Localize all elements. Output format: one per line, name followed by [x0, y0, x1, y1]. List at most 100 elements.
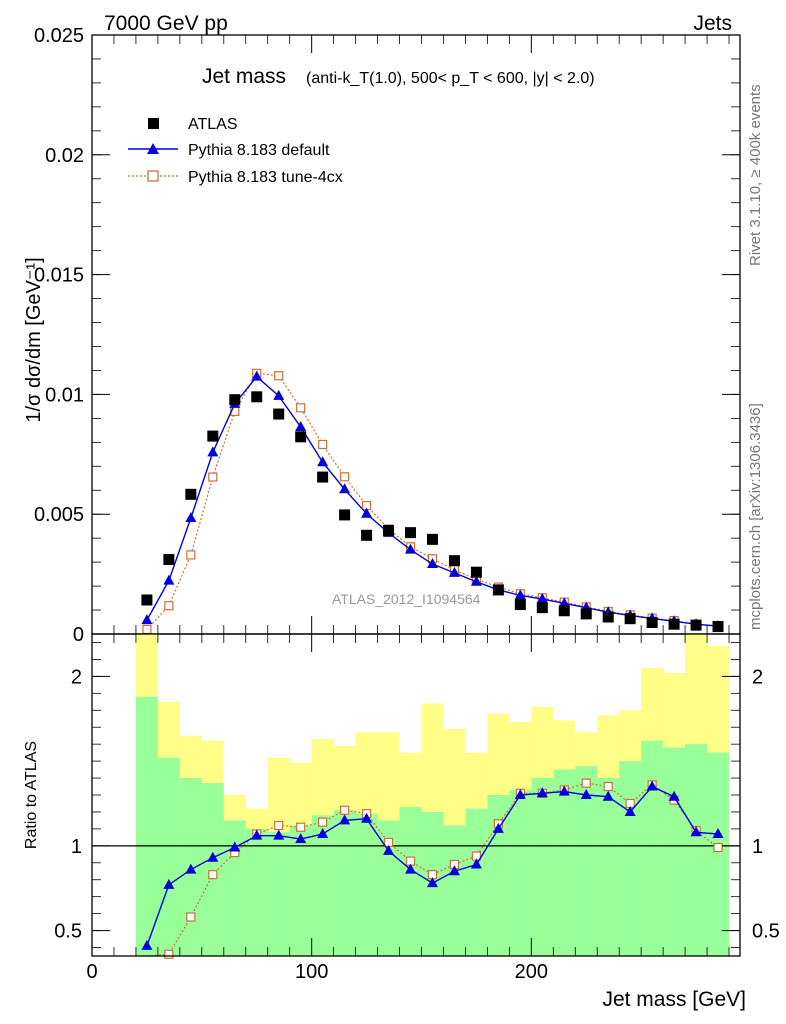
- main-point-default: [470, 575, 482, 586]
- main-point-tune: [318, 439, 328, 450]
- main-point-atlas: [185, 488, 197, 500]
- ratio-point-tune: [274, 820, 284, 831]
- ratio-band-inner: [597, 778, 620, 956]
- ratio-band-inner: [641, 740, 664, 956]
- ratio-point-default: [448, 865, 460, 876]
- main-point-default: [317, 456, 329, 467]
- main-point-atlas: [580, 608, 592, 620]
- header-energy-label: 7000 GeV pp: [104, 12, 228, 35]
- main-point-default: [273, 389, 285, 400]
- ratio-point-default: [185, 863, 197, 874]
- main-point-atlas: [207, 430, 219, 442]
- legend: ATLAS Pythia 8.183 default Pythia 8.183 …: [128, 116, 343, 186]
- ratio-band-inner: [355, 813, 378, 956]
- ratio-band-inner: [333, 810, 356, 956]
- main-point-default: [536, 593, 548, 604]
- ratio-point-tune: [713, 842, 723, 853]
- main-y-tick-label: 0: [73, 624, 84, 646]
- main-point-tune: [142, 624, 152, 635]
- legend-atlas-label: ATLAS: [188, 116, 238, 133]
- main-point-tune: [208, 472, 218, 482]
- main-point-atlas: [361, 529, 373, 541]
- main-point-atlas: [141, 594, 153, 606]
- ratio-point-tune: [581, 778, 591, 788]
- ratio-panel: 0 100 200 0.5 0.5 1 1 2 2 Ratio to ATLAS Jet mas…: [23, 633, 780, 1011]
- main-y-tick-label: 0.01: [45, 384, 84, 406]
- ratio-point-default: [426, 877, 438, 888]
- main-point-atlas: [536, 602, 548, 614]
- ratio-band-inner: [509, 789, 532, 956]
- main-point-atlas: [339, 509, 351, 521]
- ratio-point-tune: [164, 949, 174, 959]
- main-point-default: [558, 597, 570, 608]
- main-point-atlas: [448, 555, 460, 567]
- ratio-band-inner: [663, 747, 686, 956]
- mcplots-info: mcplots.cern.ch [arXiv:1306.3436]: [747, 403, 764, 630]
- ratio-point-default: [646, 780, 658, 791]
- ratio-point-tune: [186, 912, 196, 922]
- main-point-default: [514, 589, 526, 600]
- main-point-default: [251, 370, 263, 381]
- ratio-point-default: [383, 844, 395, 855]
- ratio-y-tick-label-right: 1: [752, 836, 763, 858]
- ratio-band-inner: [465, 808, 488, 956]
- ratio-band-inner: [707, 752, 730, 956]
- ratio-band-inner: [399, 806, 422, 956]
- main-point-atlas: [470, 566, 482, 578]
- ratio-point-default: [492, 822, 504, 833]
- legend-tune-marker: [147, 170, 159, 182]
- ratio-point-tune: [296, 822, 306, 832]
- ratio-point-default: [558, 785, 570, 796]
- ratio-point-default: [361, 812, 373, 823]
- main-point-default: [295, 420, 307, 431]
- ratio-point-tune: [318, 817, 328, 827]
- ratio-point-default: [141, 939, 153, 950]
- ratio-point-tune: [340, 805, 350, 815]
- main-point-tune: [340, 472, 350, 482]
- ratio-panel-content: 0 100 200 0.5 0.5 1 1 2 2: [54, 633, 780, 983]
- ratio-y-tick-label: 1: [71, 836, 82, 858]
- main-panel-content: 0 0.005 0.01 0.015 0.02 0.025: [34, 25, 741, 646]
- ratio-band-inner: [245, 828, 268, 956]
- ratio-point-default: [470, 858, 482, 869]
- ratio-point-default: [207, 851, 219, 862]
- main-y-tick-label: 0.005: [34, 504, 84, 526]
- legend-default-label: Pythia 8.183 default: [188, 142, 330, 159]
- ratio-point-default: [339, 814, 351, 825]
- main-point-atlas: [163, 553, 175, 565]
- main-point-atlas: [712, 621, 724, 633]
- main-point-atlas: [624, 613, 636, 625]
- ratio-band-inner: [487, 795, 510, 956]
- ratio-point-default: [536, 787, 548, 798]
- ratio-point-default: [712, 827, 724, 838]
- main-point-default: [405, 543, 417, 554]
- ratio-band-inner: [135, 696, 158, 956]
- ratio-point-tune: [208, 870, 218, 880]
- main-point-default: [339, 483, 351, 494]
- ratio-point-default: [317, 827, 329, 838]
- main-point-atlas: [668, 618, 680, 630]
- ratio-y-axis-label: Ratio to ATLAS: [23, 741, 40, 849]
- main-point-default: [207, 446, 219, 457]
- analysis-tag: ATLAS_2012_I1094564: [332, 591, 481, 607]
- legend-tune-label: Pythia 8.183 tune-4cx: [188, 169, 343, 186]
- ratio-band-inner: [553, 769, 576, 956]
- main-point-atlas: [383, 524, 395, 536]
- ratio-point-default: [602, 790, 614, 801]
- legend-atlas-marker: [148, 118, 159, 129]
- ratio-x-tick-label: 0: [86, 961, 97, 983]
- main-point-atlas: [317, 471, 329, 483]
- main-point-atlas: [492, 584, 504, 596]
- ratio-point-default: [580, 789, 592, 799]
- main-point-tune: [186, 550, 196, 560]
- ratio-band-inner: [201, 783, 224, 956]
- ratio-line-tune: [146, 782, 719, 957]
- ratio-band-inner: [619, 761, 642, 956]
- ratio-point-default: [668, 790, 680, 801]
- ratio-y-tick-label: 2: [71, 666, 82, 688]
- ratio-x-tick-label: 200: [515, 961, 548, 983]
- ratio-point-default: [624, 805, 636, 816]
- ratio-point-default: [229, 841, 241, 852]
- main-point-atlas: [690, 619, 702, 631]
